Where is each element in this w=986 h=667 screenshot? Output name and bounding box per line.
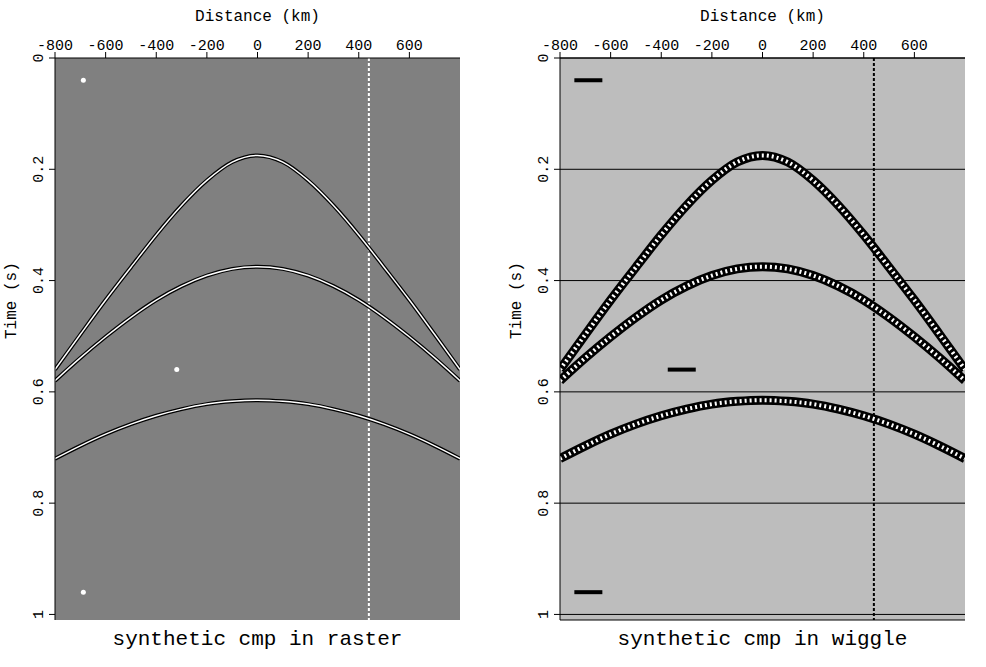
html-text:synthetic cmp in raster: synthetic cmp in raster xyxy=(112,628,403,651)
svg-text:-400: -400 xyxy=(138,38,174,55)
svg-text:Time (s): Time (s) xyxy=(508,262,526,339)
svg-text:0: 0 xyxy=(31,53,48,62)
svg-text:0.8: 0.8 xyxy=(31,490,48,517)
svg-text:0: 0 xyxy=(253,38,262,55)
svg-text:200: 200 xyxy=(295,38,322,55)
svg-text:-800: -800 xyxy=(37,38,73,55)
svg-text:-800: -800 xyxy=(542,38,578,55)
svg-text:0.2: 0.2 xyxy=(536,156,553,183)
svg-text:-200: -200 xyxy=(189,38,225,55)
svg-text:0.4: 0.4 xyxy=(31,267,48,294)
svg-text:600: 600 xyxy=(396,38,423,55)
svg-text:0.4: 0.4 xyxy=(536,267,553,294)
html-text:synthetic cmp in wiggle: synthetic cmp in wiggle xyxy=(617,628,908,651)
svg-text:0: 0 xyxy=(536,53,553,62)
svg-text:Time (s): Time (s) xyxy=(3,262,21,339)
svg-text:-400: -400 xyxy=(643,38,679,55)
svg-text:0.8: 0.8 xyxy=(536,490,553,517)
svg-text:Distance (km): Distance (km) xyxy=(195,8,320,26)
svg-text:-200: -200 xyxy=(694,38,730,55)
svg-text:Distance (km): Distance (km) xyxy=(700,8,825,26)
svg-text:400: 400 xyxy=(850,38,877,55)
svg-text:1: 1 xyxy=(536,610,553,619)
svg-text:200: 200 xyxy=(800,38,827,55)
svg-text:0.6: 0.6 xyxy=(31,378,48,405)
svg-text:-600: -600 xyxy=(593,38,629,55)
svg-text:0.2: 0.2 xyxy=(31,156,48,183)
svg-text:-600: -600 xyxy=(88,38,124,55)
svg-text:0: 0 xyxy=(758,38,767,55)
svg-text:600: 600 xyxy=(901,38,928,55)
svg-text:400: 400 xyxy=(345,38,372,55)
svg-text:0.6: 0.6 xyxy=(536,378,553,405)
svg-text:1: 1 xyxy=(31,610,48,619)
